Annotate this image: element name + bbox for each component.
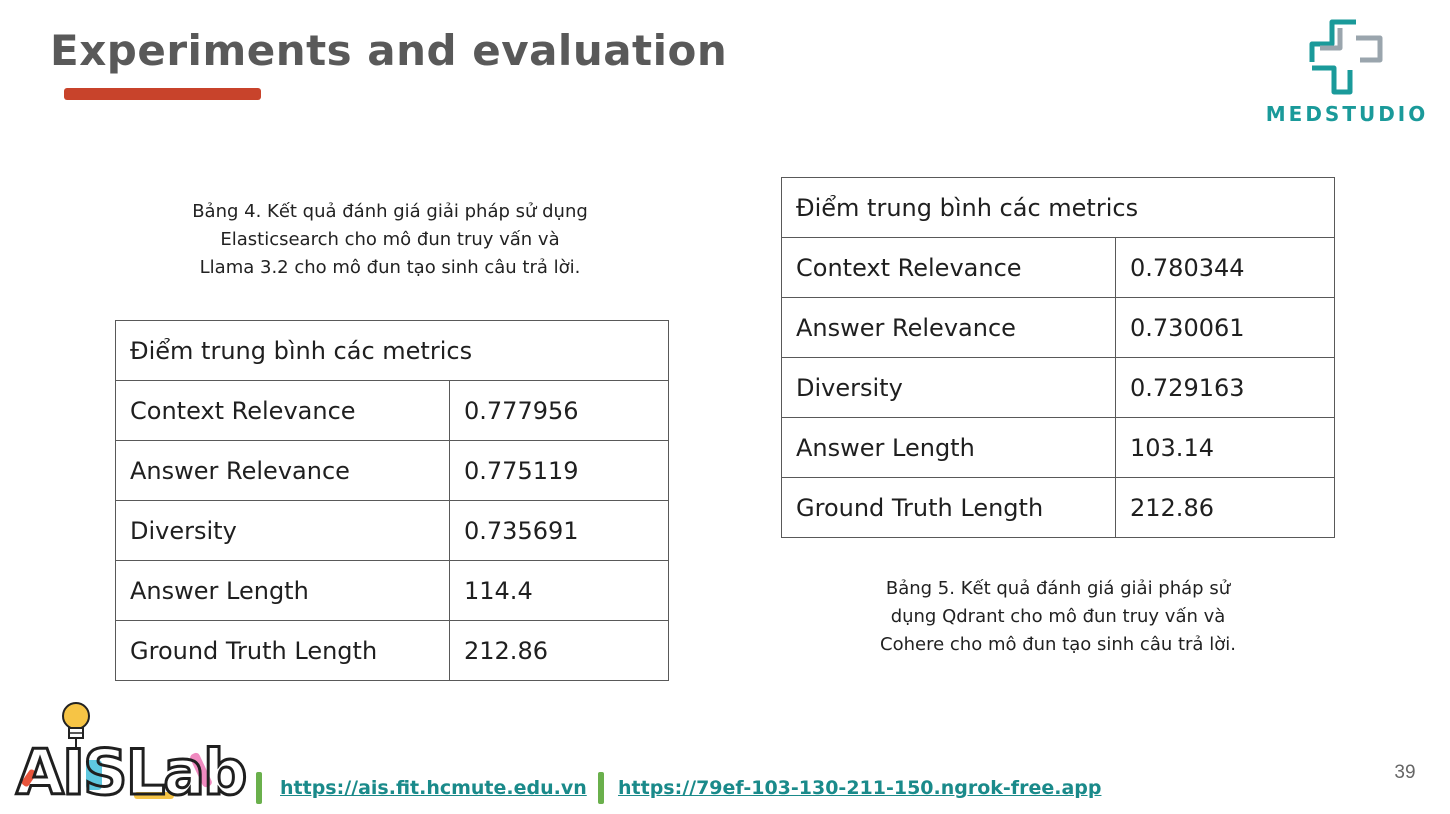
metric-value-cell: 0.735691 bbox=[449, 500, 669, 561]
slide-title: Experiments and evaluation bbox=[50, 26, 728, 75]
table-row: Diversity 0.729163 bbox=[781, 357, 1335, 418]
title-underline-bar bbox=[64, 88, 261, 100]
demo-app-link[interactable]: https://79ef-103-130-211-150.ngrok-free.… bbox=[618, 777, 1102, 799]
medical-cross-icon bbox=[1309, 19, 1383, 95]
metric-name-cell: Answer Length bbox=[115, 560, 450, 621]
metric-name-cell: Answer Relevance bbox=[115, 440, 450, 501]
metric-name-cell: Answer Relevance bbox=[781, 297, 1116, 358]
metric-value-cell: 212.86 bbox=[449, 620, 669, 681]
table-row: Context Relevance 0.780344 bbox=[781, 237, 1335, 298]
caption-line: dụng Qdrant cho mô đun truy vấn và bbox=[890, 606, 1226, 627]
ais-website-link[interactable]: https://ais.fit.hcmute.edu.vn bbox=[280, 777, 587, 799]
aislab-logo-text: AISLab bbox=[16, 736, 245, 804]
table-5-caption: Bảng 5. Kết quả đánh giá giải pháp sử dụ… bbox=[808, 575, 1308, 659]
table-row: Ground Truth Length 212.86 bbox=[115, 620, 669, 681]
table-row: Ground Truth Length 212.86 bbox=[781, 477, 1335, 538]
metric-value-cell: 0.729163 bbox=[1115, 357, 1335, 418]
metric-value-cell: 0.780344 bbox=[1115, 237, 1335, 298]
table-header-row: Điểm trung bình các metrics bbox=[781, 177, 1335, 238]
metric-value-cell: 212.86 bbox=[1115, 477, 1335, 538]
footer-divider bbox=[256, 772, 262, 804]
table-row: Answer Length 114.4 bbox=[115, 560, 669, 621]
table-row: Answer Relevance 0.730061 bbox=[781, 297, 1335, 358]
medstudio-brand-text: MEDSTUDIO bbox=[1265, 102, 1429, 126]
footer-divider bbox=[598, 772, 604, 804]
caption-line: Elasticsearch cho mô đun truy vấn và bbox=[220, 229, 560, 250]
metric-name-cell: Context Relevance bbox=[115, 380, 450, 441]
metric-value-cell: 114.4 bbox=[449, 560, 669, 621]
table-row: Answer Length 103.14 bbox=[781, 417, 1335, 478]
caption-line: Cohere cho mô đun tạo sinh câu trả lời. bbox=[880, 634, 1236, 655]
metric-value-cell: 0.777956 bbox=[449, 380, 669, 441]
caption-line: Llama 3.2 cho mô đun tạo sinh câu trả lờ… bbox=[199, 257, 581, 278]
metrics-table-4: Điểm trung bình các metrics Context Rele… bbox=[115, 320, 669, 681]
metric-value-cell: 103.14 bbox=[1115, 417, 1335, 478]
table-row: Context Relevance 0.777956 bbox=[115, 380, 669, 441]
table-row: Diversity 0.735691 bbox=[115, 500, 669, 561]
table-header-row: Điểm trung bình các metrics bbox=[115, 320, 669, 381]
medstudio-logo: MEDSTUDIO bbox=[1258, 14, 1436, 126]
caption-line: Bảng 5. Kết quả đánh giá giải pháp sử bbox=[885, 578, 1231, 599]
metric-name-cell: Diversity bbox=[781, 357, 1116, 418]
lightbulb-icon bbox=[62, 702, 90, 748]
metric-name-cell: Context Relevance bbox=[781, 237, 1116, 298]
metric-value-cell: 0.730061 bbox=[1115, 297, 1335, 358]
aislab-logo: AISLab bbox=[15, 702, 249, 804]
table-4-caption: Bảng 4. Kết quả đánh giá giải pháp sử dụ… bbox=[130, 198, 650, 282]
metric-name-cell: Ground Truth Length bbox=[781, 477, 1116, 538]
caption-line: Bảng 4. Kết quả đánh giá giải pháp sử dụ… bbox=[192, 201, 588, 222]
page-number: 39 bbox=[1394, 762, 1416, 783]
metric-name-cell: Ground Truth Length bbox=[115, 620, 450, 681]
table-header-cell: Điểm trung bình các metrics bbox=[781, 177, 1335, 238]
metric-value-cell: 0.775119 bbox=[449, 440, 669, 501]
metric-name-cell: Answer Length bbox=[781, 417, 1116, 478]
metric-name-cell: Diversity bbox=[115, 500, 450, 561]
table-header-cell: Điểm trung bình các metrics bbox=[115, 320, 669, 381]
metrics-table-5: Điểm trung bình các metrics Context Rele… bbox=[781, 177, 1335, 538]
table-row: Answer Relevance 0.775119 bbox=[115, 440, 669, 501]
